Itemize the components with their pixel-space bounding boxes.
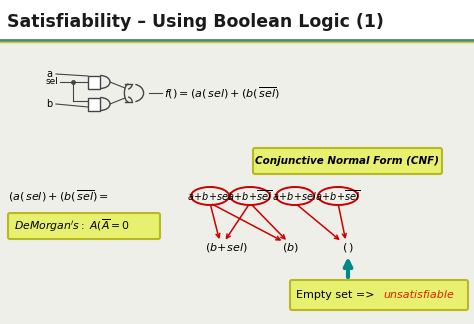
- Text: $a\!+\!b\!+\!sel$: $a\!+\!b\!+\!sel$: [187, 190, 233, 202]
- Bar: [88, 75, 100, 88]
- Text: $f()=(a(\,sel)+(b(\,\overline{sel})$: $f()=(a(\,sel)+(b(\,\overline{sel})$: [164, 85, 280, 101]
- Text: sel: sel: [46, 77, 59, 87]
- Text: $(\,)$: $(\,)$: [342, 241, 354, 254]
- Text: Empty set =>: Empty set =>: [296, 290, 378, 300]
- FancyBboxPatch shape: [8, 213, 160, 239]
- Text: a: a: [46, 69, 52, 79]
- Bar: [88, 98, 100, 110]
- Text: Satisfiability – Using Boolean Logic (1): Satisfiability – Using Boolean Logic (1): [7, 13, 384, 31]
- Text: b: b: [46, 99, 52, 109]
- Text: unsatisfiable: unsatisfiable: [383, 290, 454, 300]
- FancyBboxPatch shape: [290, 280, 468, 310]
- Bar: [0, 0, 474, 40]
- FancyBboxPatch shape: [253, 148, 442, 174]
- Text: $a\!+\!b\!+\!sel$: $a\!+\!b\!+\!sel$: [272, 190, 318, 202]
- Text: $(b)$: $(b)$: [282, 241, 299, 254]
- Text: $(a(\,sel)+(b(\,\overline{sel})=$: $(a(\,sel)+(b(\,\overline{sel})=$: [8, 188, 109, 204]
- Text: Conjunctive Normal Form (CNF): Conjunctive Normal Form (CNF): [255, 156, 439, 166]
- Text: $DeMorgan's:\;A(\overline{A}=0$: $DeMorgan's:\;A(\overline{A}=0$: [14, 218, 130, 234]
- Text: $(b\!+\!sel)$: $(b\!+\!sel)$: [205, 241, 247, 254]
- Text: $a\!+\!b\!+\!\overline{sel}$: $a\!+\!b\!+\!\overline{sel}$: [227, 189, 273, 203]
- Text: $a\!+\!b\!+\!\overline{sel}$: $a\!+\!b\!+\!\overline{sel}$: [315, 189, 361, 203]
